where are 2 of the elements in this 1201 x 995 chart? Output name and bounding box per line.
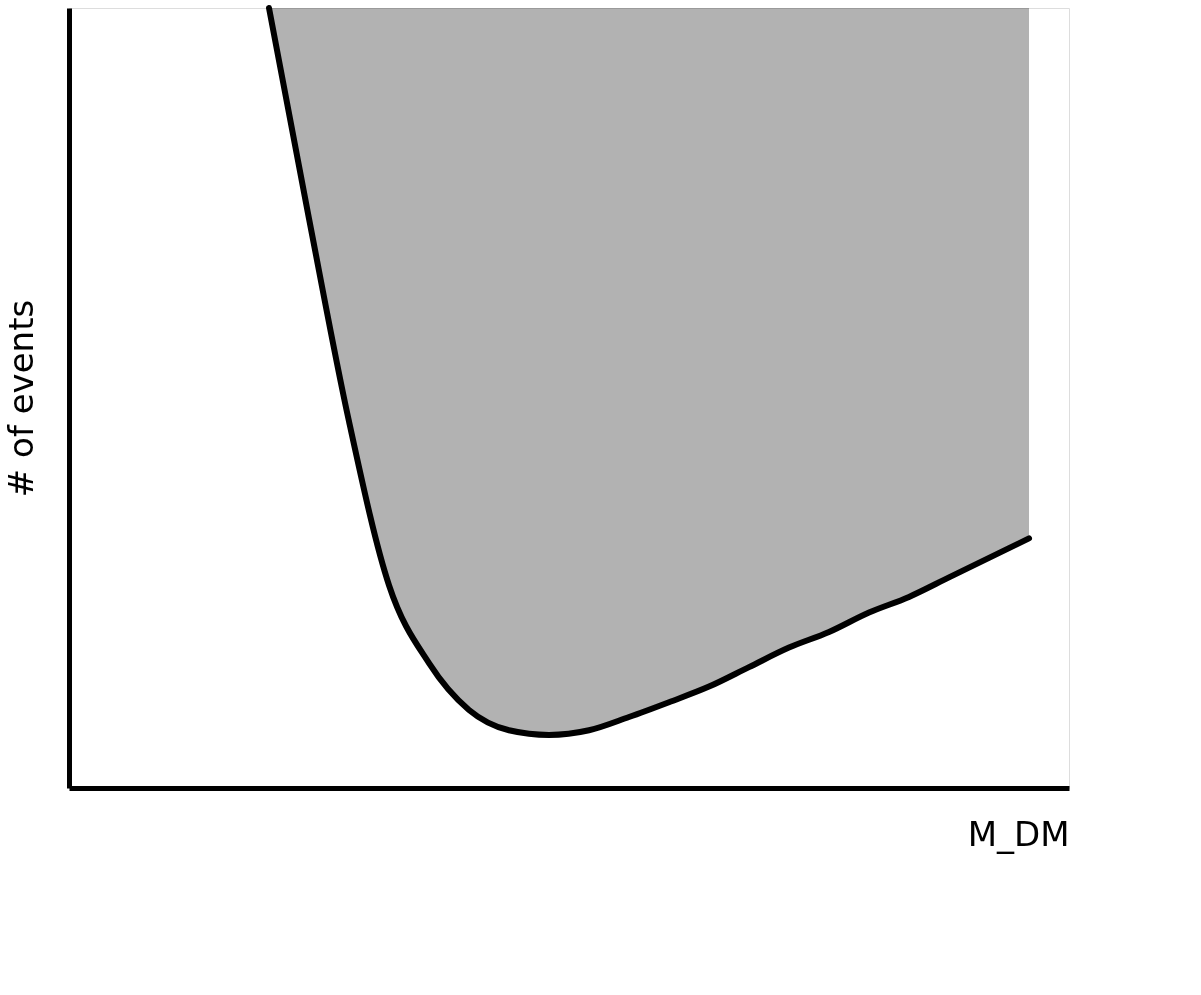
x-axis-title: M_DM xyxy=(967,813,1070,854)
y-axis-title: # of events xyxy=(0,299,41,498)
